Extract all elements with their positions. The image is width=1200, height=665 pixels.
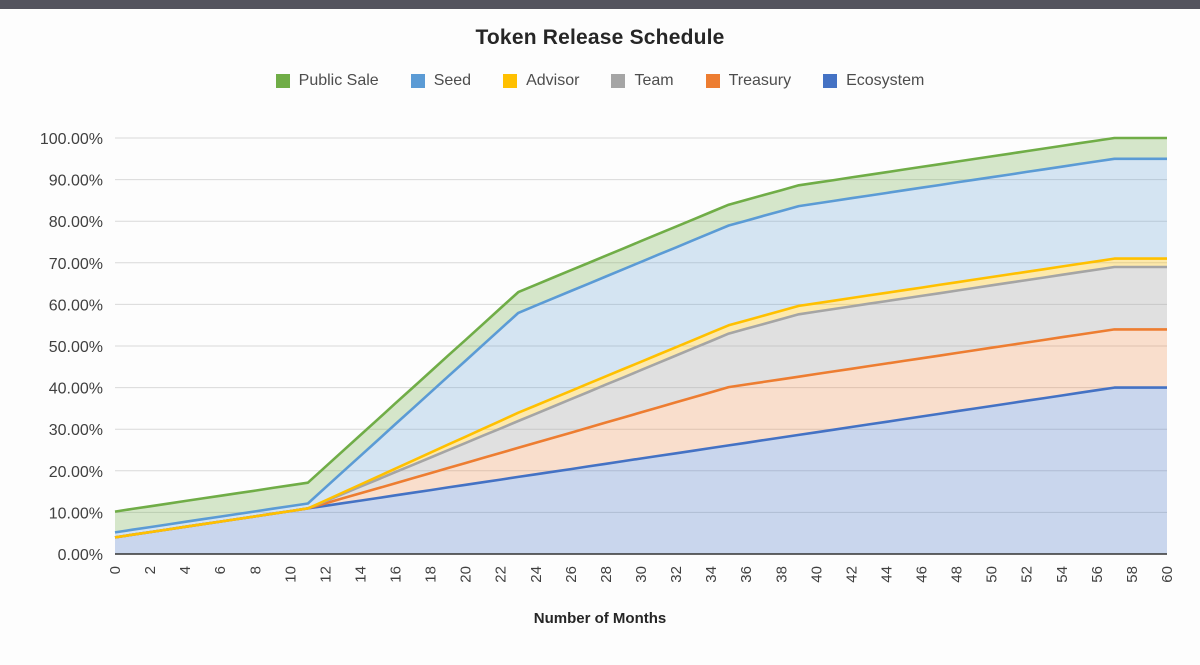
y-tick-label: 80.00% xyxy=(49,214,103,231)
x-tick-label: 32 xyxy=(668,566,685,583)
x-tick-label: 2 xyxy=(142,566,159,574)
area-public-sale xyxy=(115,138,1167,533)
area-seed xyxy=(115,158,1167,538)
x-tick-label: 52 xyxy=(1019,566,1036,583)
y-tick-label: 0.00% xyxy=(58,547,103,564)
legend-label: Advisor xyxy=(526,72,580,89)
x-tick-label: 16 xyxy=(388,566,405,583)
line-seed xyxy=(114,157,1167,534)
legend-item-team: Team xyxy=(611,72,674,90)
x-tick-label: 58 xyxy=(1124,566,1141,583)
legend-item-seed: Seed xyxy=(410,72,472,90)
stacked-area-chart-svg: 100.00%90.00%80.00%70.00%60.00%50.00%40.… xyxy=(40,131,1176,583)
seed-swatch-icon xyxy=(410,74,425,88)
y-tick-label: 50.00% xyxy=(49,339,103,356)
treasury-swatch-icon xyxy=(705,74,720,88)
legend-label: Team xyxy=(634,72,674,89)
x-axis-title: Number of Months xyxy=(533,610,667,627)
chart-title: Token Release Schedule xyxy=(475,26,725,49)
y-tick-label: 70.00% xyxy=(49,256,103,273)
legend-label: Public Sale xyxy=(298,72,379,89)
x-tick-label: 30 xyxy=(633,566,650,583)
x-tick-label: 40 xyxy=(808,566,825,583)
x-tick-label: 48 xyxy=(949,566,966,583)
x-tick-label: 8 xyxy=(247,566,264,574)
y-tick-label: 100.00% xyxy=(40,131,103,148)
team-swatch-icon xyxy=(611,74,626,88)
x-tick-label: 38 xyxy=(773,566,790,583)
legend-item-advisor: Advisor xyxy=(503,72,579,90)
public-sale-swatch-icon xyxy=(275,74,290,88)
x-tick-label: 20 xyxy=(458,566,475,583)
legend-label: Seed xyxy=(433,72,472,89)
x-tick-label: 12 xyxy=(317,566,334,583)
x-tick-label: 6 xyxy=(212,566,229,574)
x-tick-label: 36 xyxy=(738,566,755,583)
token-release-chart: 100.00% 90.00% 80.00% 70.00% 60.00% 50.00% 40.… xyxy=(0,116,1200,608)
y-tick-label: 20.00% xyxy=(49,464,103,481)
x-tick-label: 34 xyxy=(703,566,720,583)
y-tick-label: 10.00% xyxy=(49,505,103,522)
area-treasury xyxy=(115,329,1167,538)
line-public-sale xyxy=(114,136,1167,513)
x-tick-label: 50 xyxy=(984,566,1001,583)
y-tick-label: 90.00% xyxy=(49,173,103,190)
x-tick-label: 60 xyxy=(1159,566,1176,583)
x-tick-label: 54 xyxy=(1054,566,1071,583)
x-tick-label: 44 xyxy=(878,566,895,583)
y-tick-label: 30.00% xyxy=(49,422,103,439)
x-tick-label: 42 xyxy=(843,566,860,583)
advisor-swatch-icon xyxy=(503,74,518,88)
x-tick-label: 24 xyxy=(528,566,545,583)
x-tick-label: 10 xyxy=(282,566,299,583)
legend-item-public-sale: Public Sale xyxy=(275,72,379,90)
x-tick-label: 0 xyxy=(107,566,124,574)
x-tick-label: 26 xyxy=(563,566,580,583)
chart-legend: Public Sale Seed Advisor Team Treasury E… xyxy=(0,72,1200,90)
x-tick-label: 4 xyxy=(177,566,194,574)
legend-item-ecosystem: Ecosystem xyxy=(823,72,924,90)
top-bar xyxy=(0,0,1200,9)
area-team xyxy=(115,267,1167,538)
x-tick-label: 14 xyxy=(352,566,369,583)
legend-label: Ecosystem xyxy=(846,72,925,89)
x-tick-label: 22 xyxy=(493,566,510,583)
x-tick-label: 46 xyxy=(914,566,931,583)
y-tick-label: 40.00% xyxy=(49,381,103,398)
legend-label: Treasury xyxy=(728,72,792,89)
line-advisor xyxy=(114,257,1167,539)
legend-item-treasury: Treasury xyxy=(705,72,792,90)
x-tick-label: 56 xyxy=(1089,566,1106,583)
area-ecosystem xyxy=(115,387,1167,554)
y-tick-label: 60.00% xyxy=(49,297,103,314)
x-tick-label: 18 xyxy=(423,566,440,583)
ecosystem-swatch-icon xyxy=(823,74,838,88)
x-tick-label: 28 xyxy=(598,566,615,583)
